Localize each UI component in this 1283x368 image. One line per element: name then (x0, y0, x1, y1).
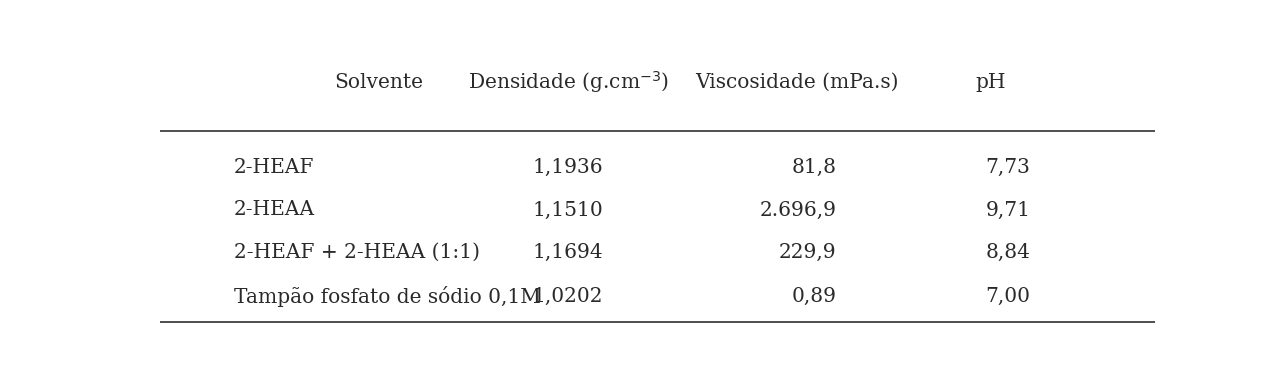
Text: Tampão fosfato de sódio 0,1M: Tampão fosfato de sódio 0,1M (234, 286, 541, 307)
Text: 8,84: 8,84 (985, 243, 1030, 262)
Text: 7,00: 7,00 (985, 287, 1030, 306)
Text: 1,1694: 1,1694 (532, 243, 603, 262)
Text: 229,9: 229,9 (779, 243, 837, 262)
Text: 1,1936: 1,1936 (532, 158, 603, 177)
Text: 1,0202: 1,0202 (532, 287, 603, 306)
Text: 2-HEAF + 2-HEAA (1:1): 2-HEAF + 2-HEAA (1:1) (234, 243, 480, 262)
Text: 2.696,9: 2.696,9 (760, 201, 837, 219)
Text: Solvente: Solvente (335, 73, 423, 92)
Text: 0,89: 0,89 (792, 287, 837, 306)
Text: Densidade (g.cm$^{-3}$): Densidade (g.cm$^{-3}$) (467, 70, 668, 95)
Text: pH: pH (975, 73, 1006, 92)
Text: Viscosidade (mPa.s): Viscosidade (mPa.s) (695, 73, 898, 92)
Text: 9,71: 9,71 (985, 201, 1030, 219)
Text: 7,73: 7,73 (985, 158, 1030, 177)
Text: 81,8: 81,8 (792, 158, 837, 177)
Text: 1,1510: 1,1510 (532, 201, 603, 219)
Text: 2-HEAF: 2-HEAF (234, 158, 314, 177)
Text: 2-HEAA: 2-HEAA (234, 201, 316, 219)
